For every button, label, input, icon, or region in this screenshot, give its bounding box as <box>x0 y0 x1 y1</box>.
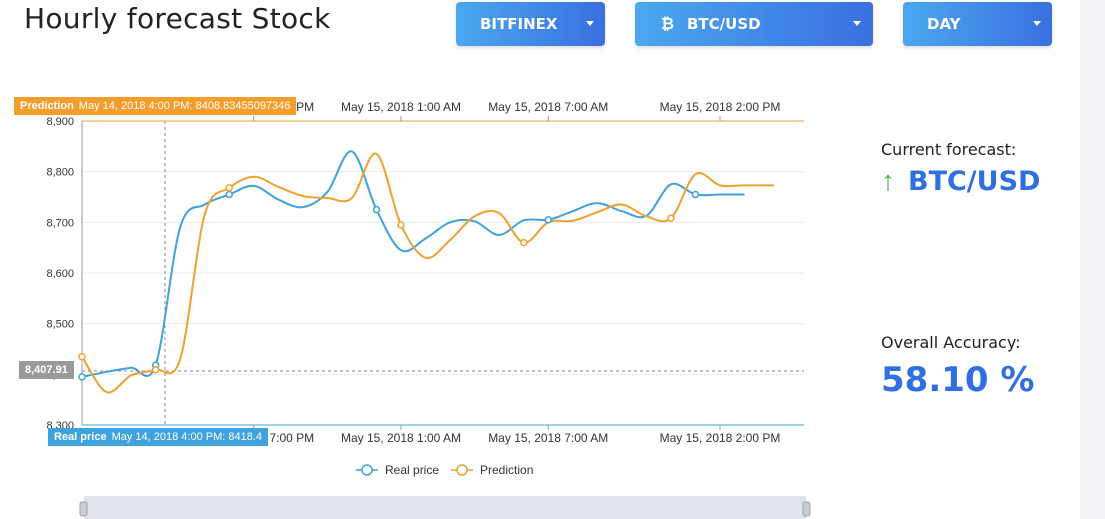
right-scroll-strip <box>1080 0 1105 519</box>
chevron-down-icon <box>1033 21 1041 26</box>
prediction-point-marker <box>519 238 528 247</box>
real-price-tooltip-value: May 14, 2018 4:00 PM: 8418.4 <box>111 431 263 443</box>
period-dropdown-label: DAY <box>927 15 961 33</box>
arrow-up-icon: ↑ <box>881 165 895 196</box>
overall-accuracy-value: 58.10 % <box>881 360 1035 400</box>
prediction-point-marker <box>225 184 233 192</box>
navigator-track <box>84 496 806 519</box>
y-tick-label: 8,500 <box>46 319 74 331</box>
real-price-tooltip: Real price May 14, 2018 4:00 PM: 8418.4 <box>48 428 269 446</box>
real-price-point-marker <box>225 190 233 199</box>
exchange-dropdown-label: BITFINEX <box>480 15 558 33</box>
chart-grid <box>82 120 804 426</box>
x-tick-label-top: May 15, 2018 2:00 PM <box>660 100 781 114</box>
x-tick-label-bottom: May 15, 2018 1:00 AM <box>341 431 461 445</box>
current-forecast-value: BTC/USD <box>908 166 1041 197</box>
legend-label: Real price <box>385 463 439 477</box>
prediction-point-marker <box>78 352 86 361</box>
series-layer <box>78 150 775 394</box>
real-price-point-marker <box>372 205 381 214</box>
navigator-right-handle <box>802 501 811 517</box>
prediction-point-marker <box>151 366 160 374</box>
prediction-line <box>81 152 774 394</box>
overall-accuracy-label: Overall Accuracy: <box>881 333 1021 352</box>
x-tick-label-top: May 15, 2018 7:00 AM <box>488 100 608 114</box>
period-dropdown[interactable]: DAY <box>903 2 1052 46</box>
prediction-tooltip-value: May 14, 2018 4:00 PM: 8408.83455097346 <box>78 100 291 112</box>
real-price-point-marker <box>691 190 700 199</box>
prediction-point-marker <box>667 214 675 223</box>
prediction-point-marker <box>397 221 405 229</box>
legend-marker <box>361 464 373 476</box>
navigator <box>79 496 811 519</box>
page-title: Hourly forecast Stock <box>24 2 331 35</box>
real-price-point-marker <box>78 373 86 381</box>
pair-dropdown[interactable]: ₿ BTC/USD <box>635 2 873 46</box>
navigator-left-handle <box>79 501 88 517</box>
y-tick-label: 8,800 <box>46 167 74 179</box>
x-tick-label-top: May 15, 2018 1:00 AM <box>341 100 461 114</box>
chart-legend: Real price Prediction <box>356 463 533 477</box>
real-price-tooltip-label: Real price <box>54 431 107 443</box>
legend-marker <box>456 464 468 476</box>
y-tick-label: 8,600 <box>46 268 74 280</box>
y-tick-label: 8,700 <box>46 217 74 229</box>
real-price-point-marker <box>544 216 552 224</box>
y-tick-label: 8,900 <box>46 116 74 128</box>
bitcoin-icon: ₿ <box>661 14 675 33</box>
pair-dropdown-label: BTC/USD <box>687 15 761 33</box>
chevron-down-icon <box>853 21 861 26</box>
x-tick-label-bottom: May 15, 2018 7:00 AM <box>488 431 608 445</box>
crosshair-y-label: 8,407.91 <box>19 361 74 379</box>
real-price-line <box>81 150 745 378</box>
current-forecast-label: Current forecast: <box>881 140 1017 159</box>
x-tick-label-bottom: May 15, 2018 2:00 PM <box>660 431 781 445</box>
exchange-dropdown[interactable]: BITFINEX <box>456 2 605 46</box>
prediction-tooltip: Prediction May 14, 2018 4:00 PM: 8408.834… <box>14 97 297 115</box>
legend-label: Prediction <box>480 463 533 477</box>
chevron-down-icon <box>586 21 594 26</box>
prediction-tooltip-label: Prediction <box>20 100 74 112</box>
